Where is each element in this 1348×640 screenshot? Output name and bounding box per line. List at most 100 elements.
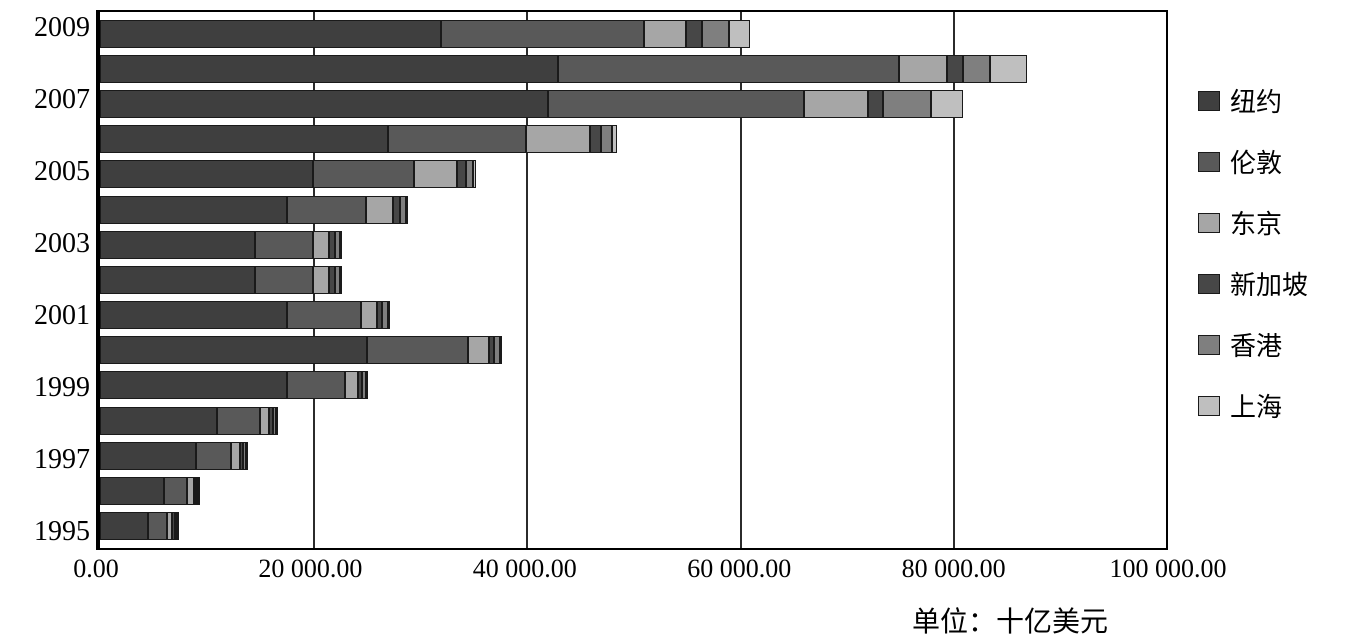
bar-row: [100, 371, 1166, 399]
bar-row: [100, 196, 1166, 224]
bar-segment-hk: [883, 90, 931, 118]
bar-segment-sgp: [457, 160, 466, 188]
bar-row: [100, 231, 1166, 259]
bar-segment-ldn: [255, 266, 314, 294]
bar-segment-ldn: [287, 196, 367, 224]
bar-segment-hk: [963, 55, 990, 83]
legend: 纽约伦敦东京新加坡香港上海: [1168, 10, 1338, 550]
bar-segment-ldn: [287, 371, 346, 399]
bar-row: [100, 301, 1166, 329]
bar-row: [100, 512, 1166, 540]
bar-segment-tky: [899, 55, 947, 83]
bar-row: [100, 160, 1166, 188]
bar-segment-tky: [313, 266, 329, 294]
y-axis-label: 2007: [34, 82, 90, 118]
bar-segment-ny: [100, 125, 388, 153]
bar-segment-tky: [644, 20, 687, 48]
y-axis-label: 2009: [34, 10, 90, 46]
bar-segment-sh: [246, 442, 248, 470]
legend-label: 伦敦: [1230, 143, 1282, 180]
bar-row: [100, 55, 1166, 83]
bar-segment-ny: [100, 477, 164, 505]
bar-segment-ldn: [548, 90, 804, 118]
x-axis-tick-label: 0.00: [73, 554, 119, 584]
bar-segment-ldn: [388, 125, 527, 153]
bar-segment-sh: [276, 407, 278, 435]
bar-segment-ny: [100, 336, 367, 364]
bar-row: [100, 90, 1166, 118]
bar-segment-tky: [366, 196, 393, 224]
bar-segment-hk: [601, 125, 612, 153]
legend-item-tky: 东京: [1198, 204, 1338, 241]
bar-segment-ny: [100, 231, 255, 259]
x-axis-title: 单位：十亿美元: [96, 600, 1168, 640]
bar-segment-ny: [100, 196, 287, 224]
bar-segment-tky: [231, 442, 240, 470]
bar-segment-hk: [466, 160, 473, 188]
bar-segment-ny: [100, 55, 558, 83]
plot-area: [96, 10, 1168, 550]
y-axis-label: 1999: [34, 370, 90, 406]
legend-swatch-icon: [1198, 91, 1220, 111]
bar-segment-sh: [931, 90, 963, 118]
bar-segment-ldn: [148, 512, 167, 540]
bar-segment-ny: [100, 90, 548, 118]
legend-swatch-icon: [1198, 152, 1220, 172]
bar-segment-ldn: [558, 55, 899, 83]
bar-segment-sgp: [868, 90, 884, 118]
bar-row: [100, 407, 1166, 435]
bar-segment-ny: [100, 407, 217, 435]
bar-segment-tky: [526, 125, 590, 153]
bar-segment-sh: [340, 231, 342, 259]
y-axis-label: 1995: [34, 514, 90, 550]
bar-segment-tky: [345, 371, 358, 399]
bar-row: [100, 442, 1166, 470]
bar-segment-sgp: [947, 55, 963, 83]
bar-segment-sh: [612, 125, 617, 153]
bar-segment-ldn: [196, 442, 231, 470]
bar-segment-ldn: [255, 231, 314, 259]
chart-container: 20092007200520032001199919971995 纽约伦敦东京新…: [6, 10, 1338, 550]
x-axis-tick-label: 60 000.00: [687, 554, 791, 584]
bar-segment-ny: [100, 160, 313, 188]
bar-segment-sh: [198, 477, 200, 505]
bar-segment-ldn: [287, 301, 362, 329]
bar-row: [100, 336, 1166, 364]
bar-segment-sh: [990, 55, 1027, 83]
bar-segment-sh: [473, 160, 476, 188]
bar-segment-sh: [388, 301, 390, 329]
bar-row: [100, 125, 1166, 153]
legend-swatch-icon: [1198, 335, 1220, 355]
bar-segment-sgp: [590, 125, 601, 153]
bar-segment-sh: [500, 336, 502, 364]
legend-item-ny: 纽约: [1198, 82, 1338, 119]
bar-segment-hk: [702, 20, 729, 48]
legend-item-sh: 上海: [1198, 387, 1338, 424]
y-axis-label: 2003: [34, 226, 90, 262]
bar-segment-ny: [100, 301, 287, 329]
legend-item-hk: 香港: [1198, 326, 1338, 363]
bar-segment-sgp: [686, 20, 702, 48]
y-axis-label: 1997: [34, 442, 90, 478]
legend-swatch-icon: [1198, 396, 1220, 416]
x-axis-tick-label: 100 000.00: [1110, 554, 1227, 584]
y-axis-label: 2001: [34, 298, 90, 334]
x-axis-tick-label: 20 000.00: [258, 554, 362, 584]
legend-swatch-icon: [1198, 213, 1220, 233]
y-axis: 20092007200520032001199919971995: [6, 10, 96, 550]
bar-segment-ny: [100, 442, 196, 470]
bar-segment-ldn: [217, 407, 260, 435]
bar-row: [100, 266, 1166, 294]
bar-segment-ny: [100, 20, 441, 48]
bar-row: [100, 20, 1166, 48]
bar-segment-ldn: [441, 20, 644, 48]
bar-segment-ldn: [367, 336, 468, 364]
bar-segment-tky: [260, 407, 270, 435]
bar-segment-sh: [366, 371, 368, 399]
legend-item-ldn: 伦敦: [1198, 143, 1338, 180]
x-axis: 0.0020 000.0040 000.0060 000.0080 000.00…: [96, 550, 1168, 600]
bar-segment-sh: [177, 512, 179, 540]
bar-row: [100, 477, 1166, 505]
legend-label: 新加坡: [1230, 265, 1308, 302]
legend-item-sgp: 新加坡: [1198, 265, 1338, 302]
